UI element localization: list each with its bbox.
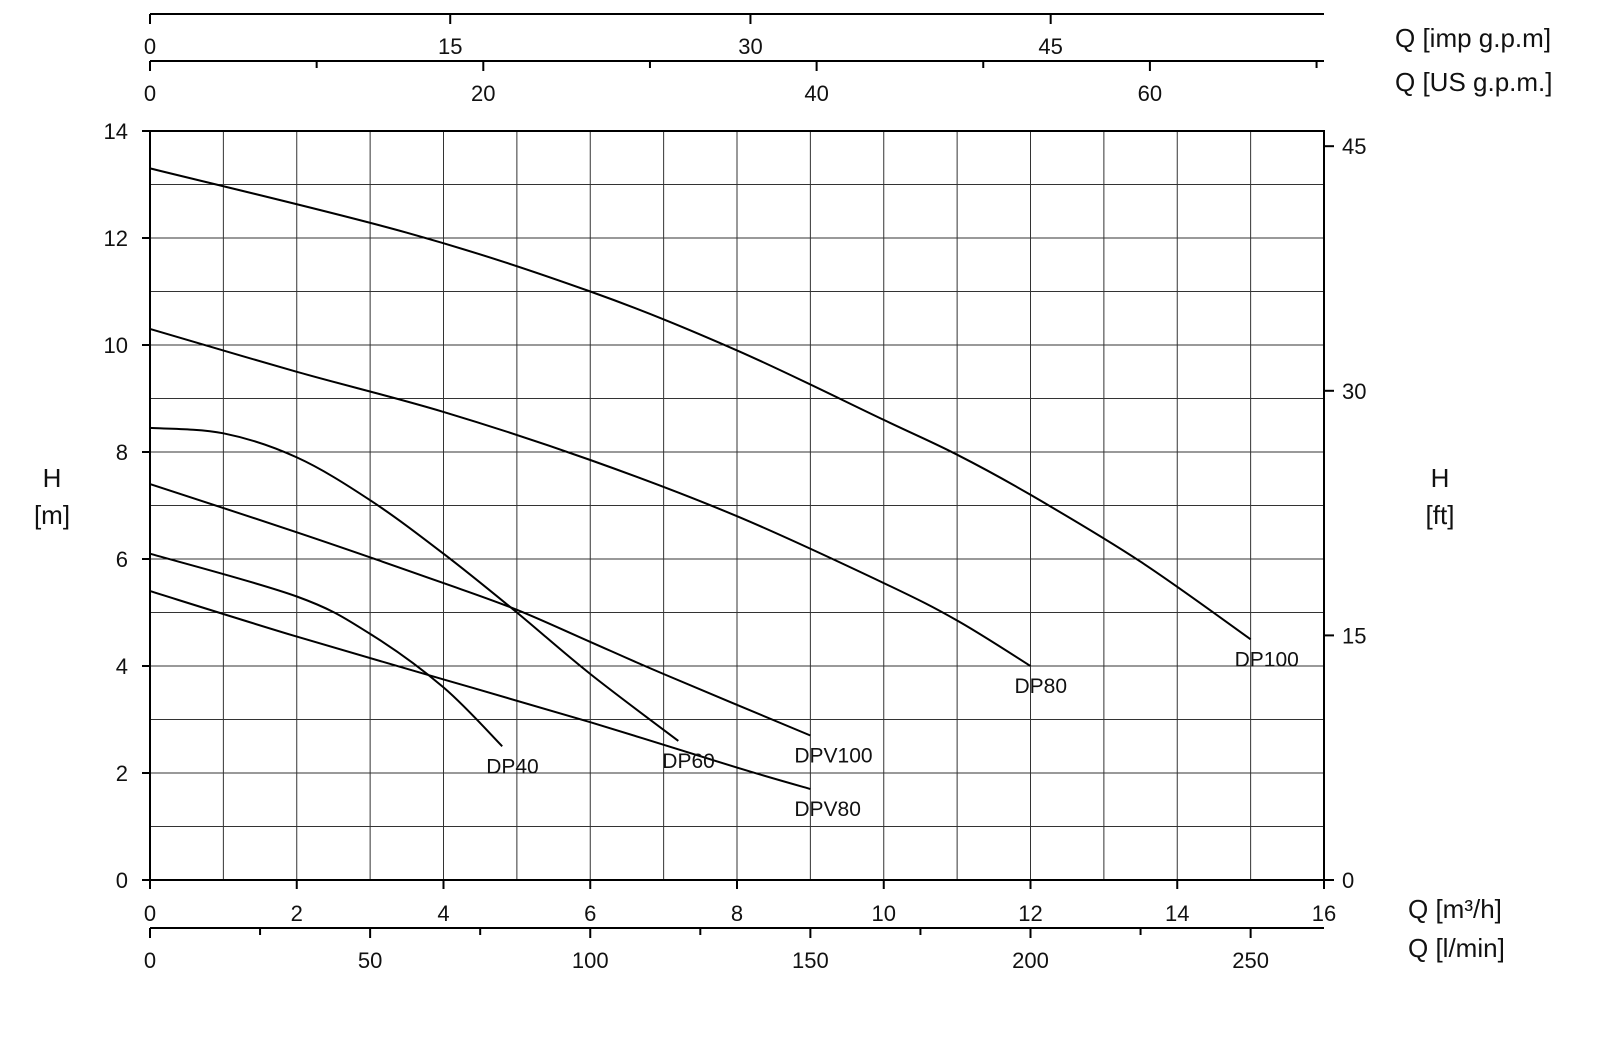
y-tick-label: 14 — [104, 119, 128, 144]
x-tick-label: 14 — [1165, 901, 1189, 926]
y-right-tick-label: 45 — [1342, 134, 1366, 159]
x-tick-label: 4 — [437, 901, 449, 926]
x-tick-label: 0 — [144, 901, 156, 926]
axis-label-us-gpm: Q [US g.p.m.] — [1395, 67, 1553, 97]
y-right-tick-label: 0 — [1342, 868, 1354, 893]
curve-dp80 — [149, 327, 1032, 667]
x-tick-label: 10 — [872, 901, 896, 926]
secondary-axis-tick-label: 20 — [471, 81, 495, 106]
x-tick-label: 16 — [1312, 901, 1336, 926]
curve-dp60 — [149, 426, 679, 742]
y-tick-label: 4 — [116, 654, 128, 679]
curve-label-dp100: DP100 — [1235, 648, 1299, 671]
curve-dpv100 — [149, 483, 811, 737]
y-axis-label-unit: [m] — [34, 500, 70, 530]
x-tick-label: 2 — [291, 901, 303, 926]
secondary-axis-tick-label: 45 — [1038, 34, 1062, 59]
secondary-axis-tick-label: 15 — [438, 34, 462, 59]
curve-dp40 — [149, 552, 503, 748]
curves — [149, 167, 1252, 790]
axis-label-imp-gpm: Q [imp g.p.m] — [1395, 23, 1551, 53]
secondary-axis-tick-label: 0 — [144, 34, 156, 59]
y-axis-label-h: H — [43, 463, 62, 493]
curve-label-dpv80: DPV80 — [794, 798, 861, 821]
secondary-axis-tick-label: 0 — [144, 81, 156, 106]
y-right-axis-label-h: H — [1431, 463, 1450, 493]
x-tick-label: 6 — [584, 901, 596, 926]
secondary-axis-tick-label: 250 — [1232, 948, 1269, 973]
secondary-axis-tick-label: 100 — [572, 948, 609, 973]
y-tick-label: 10 — [104, 333, 128, 358]
x-tick-label: 12 — [1018, 901, 1042, 926]
curve-dpv80 — [149, 590, 811, 790]
y-tick-label: 2 — [116, 761, 128, 786]
secondary-axis-tick-label: 30 — [738, 34, 762, 59]
secondary-axis-tick-label: 40 — [804, 81, 828, 106]
curve-label-dpv100: DPV100 — [794, 745, 872, 768]
y-right-tick-label: 15 — [1342, 623, 1366, 648]
y-right-tick-label: 30 — [1342, 379, 1366, 404]
secondary-axis-tick-label: 60 — [1138, 81, 1162, 106]
secondary-axis-tick-label: 200 — [1012, 948, 1049, 973]
curve-label-dp80: DP80 — [1015, 675, 1068, 698]
curve-label-dp60: DP60 — [662, 750, 715, 773]
y-tick-label: 6 — [116, 547, 128, 572]
y-tick-label: 8 — [116, 440, 128, 465]
curve-label-dp40: DP40 — [486, 755, 539, 778]
secondary-axis-tick-label: 150 — [792, 948, 829, 973]
x-tick-label: 8 — [731, 901, 743, 926]
axis-label-lmin: Q [l/min] — [1408, 933, 1505, 963]
secondary-axis-tick-label: 50 — [358, 948, 382, 973]
secondary-axis-tick-label: 0 — [144, 948, 156, 973]
y-right-axis-label-unit: [ft] — [1426, 500, 1455, 530]
curve-dp100 — [149, 167, 1252, 641]
y-tick-label: 0 — [116, 868, 128, 893]
axis-label-m3h: Q [m³/h] — [1408, 894, 1502, 924]
y-tick-label: 12 — [104, 226, 128, 251]
curve-labels: DP100 DP80 DP60 DPV100 DP40 DPV80 — [486, 648, 1299, 821]
